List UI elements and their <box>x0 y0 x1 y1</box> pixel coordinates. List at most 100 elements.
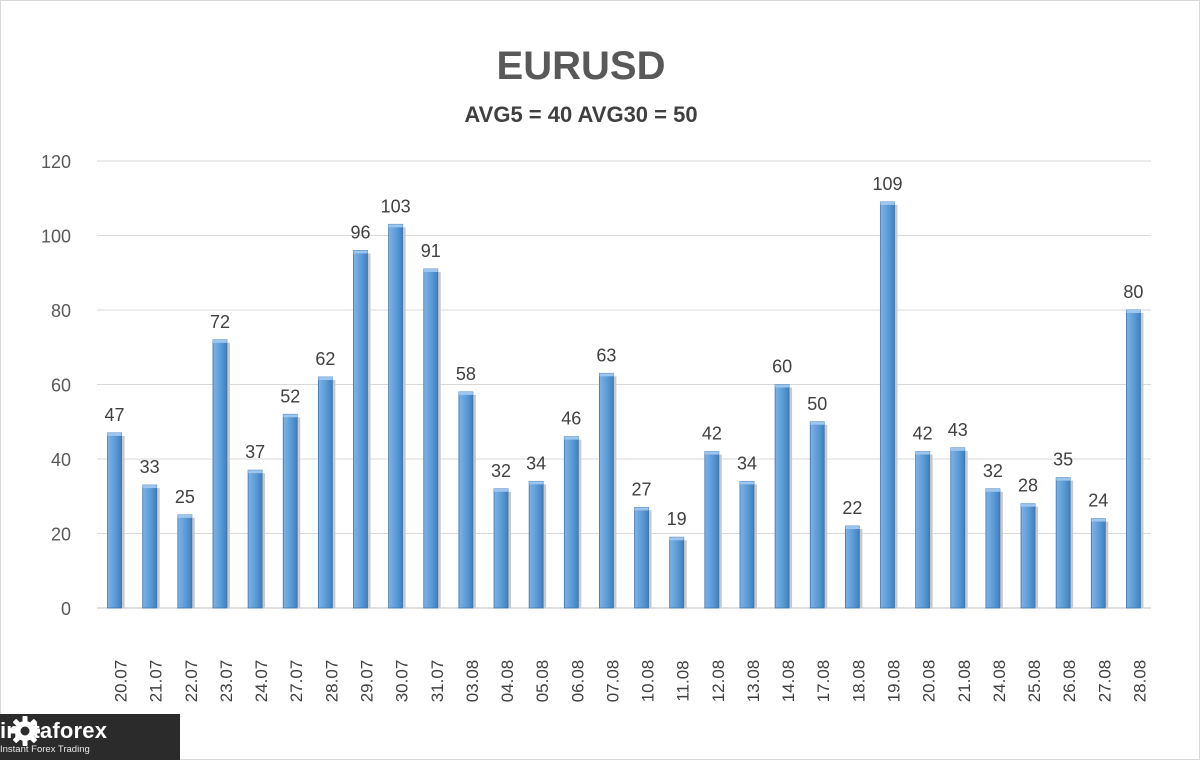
bar-06.08 <box>563 436 582 609</box>
data-labels: 47 33 25 72 37 52 62 96 103 91 58 32 34 46 63 27 19 42 34 6… <box>105 174 1144 529</box>
bar <box>669 536 685 609</box>
data-label: 46 <box>561 409 581 429</box>
data-label: 72 <box>210 312 230 332</box>
x-tick-label: 31.07 <box>428 660 447 703</box>
x-tick-label: 19.08 <box>885 660 904 703</box>
bar-top <box>1126 310 1141 313</box>
bar-top <box>423 269 438 273</box>
x-tick-label: 11.08 <box>674 660 693 701</box>
bar <box>247 469 263 609</box>
bar <box>880 201 895 609</box>
data-label: 32 <box>983 461 1003 481</box>
bar-top <box>599 373 614 377</box>
y-tick-label: 120 <box>41 152 71 172</box>
x-tick-label: 04.08 <box>498 660 517 703</box>
bar <box>142 484 158 609</box>
bar-03.08 <box>458 391 476 609</box>
bar-25.08 <box>1020 503 1039 609</box>
bar-top <box>880 201 895 205</box>
bar <box>1126 309 1141 609</box>
bar <box>317 376 333 609</box>
bar-24.08 <box>985 488 1003 609</box>
data-label: 60 <box>772 357 792 377</box>
bar-05.08 <box>528 480 547 609</box>
bar-11.08 <box>669 536 687 609</box>
data-label: 24 <box>1088 491 1108 511</box>
bar-top <box>1021 503 1036 507</box>
x-tick-label: 13.08 <box>744 660 763 703</box>
bar-26.08 <box>1055 477 1074 609</box>
data-label: 25 <box>175 487 195 507</box>
data-label: 91 <box>421 241 441 261</box>
bar-top <box>915 451 930 455</box>
x-tick-label: 21.08 <box>955 660 974 703</box>
bar-top <box>494 488 509 492</box>
y-tick-label: 40 <box>51 450 71 470</box>
data-label: 96 <box>350 222 370 242</box>
bar-18.08 <box>844 525 863 609</box>
bar-top <box>739 481 754 485</box>
data-label: 50 <box>807 394 827 414</box>
bar-14.08 <box>774 384 793 609</box>
gridlines <box>97 160 1151 609</box>
bar-28.08 <box>1126 309 1144 609</box>
bar-29.07 <box>353 249 371 609</box>
bar-top <box>177 514 192 518</box>
gear-logo-icon <box>10 716 40 746</box>
bar <box>599 372 614 609</box>
x-tick-label: 23.07 <box>217 660 236 703</box>
y-tick-label: 60 <box>51 376 71 396</box>
data-label: 47 <box>105 405 125 425</box>
x-tick-label: 24.08 <box>990 660 1009 703</box>
y-tick-label: 0 <box>61 599 71 619</box>
y-axis-ticks: 0 20 40 60 80 100 120 <box>41 152 71 619</box>
bar-21.07 <box>142 484 160 609</box>
y-tick-label: 80 <box>51 301 71 321</box>
data-label: 35 <box>1053 450 1073 470</box>
bar-20.08 <box>915 451 933 609</box>
bar-top <box>1056 477 1071 481</box>
bar-top <box>669 537 684 541</box>
bar-top <box>634 507 649 511</box>
bar-top <box>458 391 473 395</box>
bar-top <box>985 488 1000 492</box>
data-label: 19 <box>667 509 687 529</box>
x-tick-label: 28.08 <box>1130 660 1149 703</box>
y-tick-label: 100 <box>41 227 71 247</box>
data-label: 52 <box>280 386 300 406</box>
bar-27.08 <box>1090 518 1109 609</box>
bar <box>212 339 228 609</box>
x-tick-label: 26.08 <box>1060 660 1079 703</box>
y-tick-label: 20 <box>51 525 71 545</box>
x-tick-label: 22.07 <box>182 660 201 703</box>
bar <box>809 421 825 609</box>
bar-19.08 <box>880 201 898 609</box>
bar-31.07 <box>423 268 441 609</box>
data-label: 33 <box>140 457 160 477</box>
bar <box>177 514 193 609</box>
bar-top <box>1091 518 1106 522</box>
bar-17.08 <box>809 421 828 609</box>
x-tick-label: 24.07 <box>252 660 271 703</box>
bar-21.08 <box>950 447 968 609</box>
bar-24.07 <box>247 469 266 609</box>
bar-20.07 <box>107 432 125 609</box>
chart-subtitle: AVG5 = 40 AVG30 = 50 <box>464 102 697 127</box>
bar <box>563 436 579 609</box>
data-label: 34 <box>526 453 546 473</box>
x-tick-label: 25.08 <box>1025 660 1044 703</box>
data-label: 103 <box>381 196 411 216</box>
bar <box>493 488 509 609</box>
bar <box>458 391 474 609</box>
bar <box>528 480 544 609</box>
bar-top <box>845 526 860 530</box>
bars <box>107 201 1144 609</box>
bar-28.07 <box>317 376 336 609</box>
bar <box>1090 518 1106 609</box>
x-tick-label: 07.08 <box>603 660 622 703</box>
bar-13.08 <box>739 480 757 609</box>
bar <box>704 451 720 609</box>
x-tick-label: 21.07 <box>147 660 166 703</box>
bar <box>844 525 860 609</box>
